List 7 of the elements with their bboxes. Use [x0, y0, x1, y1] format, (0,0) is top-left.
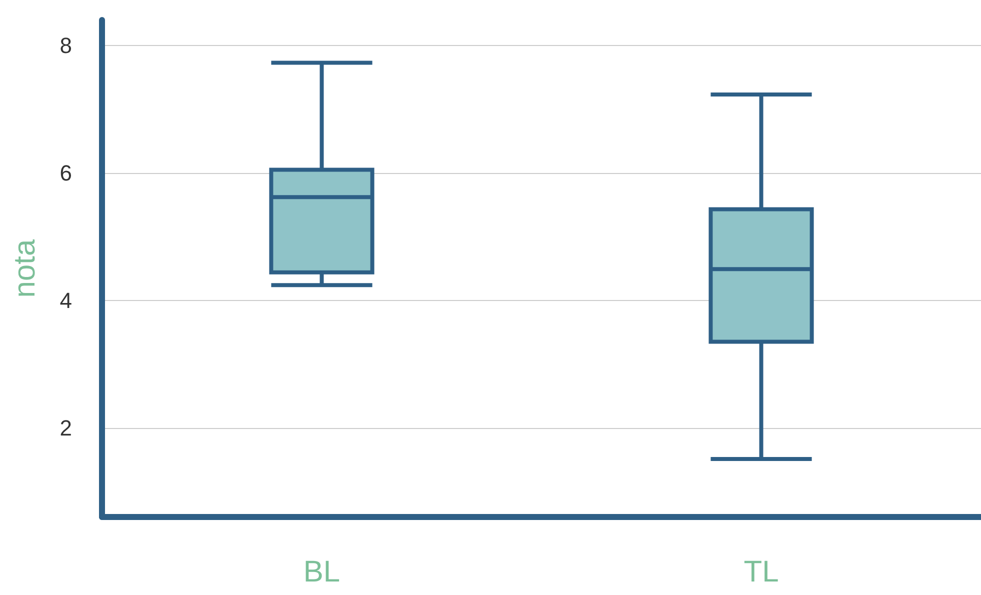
y-tick-label: 8 [60, 32, 72, 58]
x-tick-label: TL [744, 556, 779, 588]
x-tick-label: BL [303, 556, 340, 588]
y-tick-label: 2 [60, 415, 72, 440]
y-tick-label: 4 [60, 288, 72, 313]
y-tick-label: 6 [60, 160, 72, 186]
y-axis-title: nota [8, 238, 42, 298]
